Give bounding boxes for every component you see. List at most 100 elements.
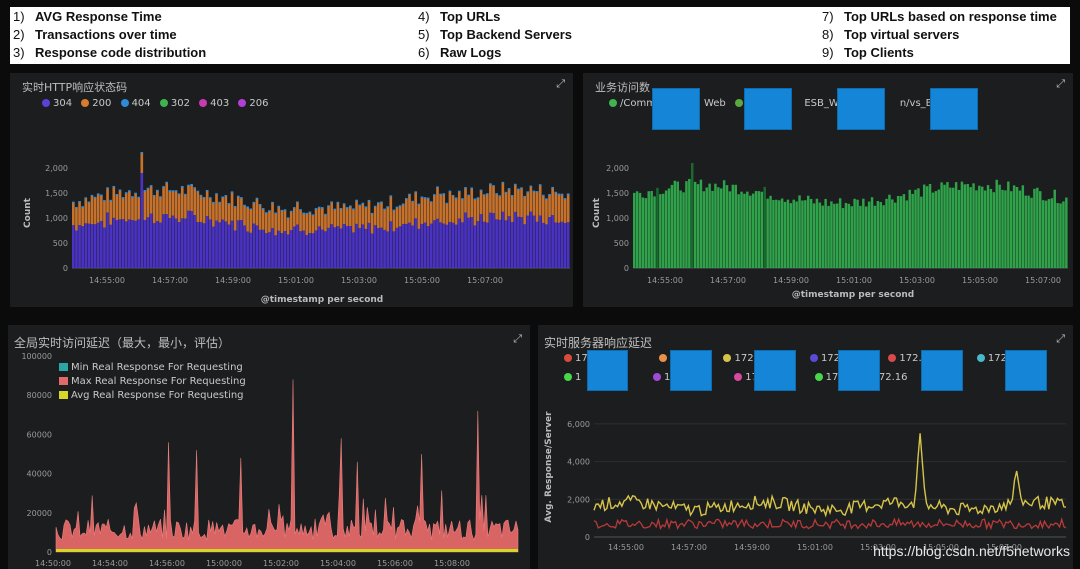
bar-304 — [93, 224, 97, 268]
bar-304 — [162, 214, 165, 268]
bar-404 — [81, 206, 84, 208]
bar-200 — [212, 202, 215, 227]
bar-200 — [162, 187, 165, 215]
bar-404 — [118, 189, 122, 191]
bar-304 — [156, 220, 159, 268]
bar-304 — [131, 220, 134, 268]
bar-visits — [879, 202, 882, 268]
bar-visits — [786, 199, 790, 268]
y-tick-label: 0 — [585, 533, 590, 542]
legend-item[interactable]: 172. — [723, 353, 757, 364]
bar-304 — [507, 216, 511, 268]
bar-visits — [899, 196, 903, 268]
bar-visits — [807, 195, 810, 268]
legend-dot-icon — [609, 99, 617, 107]
bar-404 — [311, 214, 315, 216]
legend-item[interactable]: 302 — [159, 98, 190, 109]
bar-404 — [305, 212, 309, 215]
legend-item[interactable]: Avg Real Response For Requesting — [59, 389, 246, 403]
expand-icon[interactable]: ⤢ — [513, 332, 522, 345]
bar-visits — [633, 192, 636, 268]
bar-200 — [504, 192, 508, 221]
expand-icon[interactable]: ⤢ — [1056, 77, 1065, 90]
bar-200 — [545, 199, 548, 225]
legend-dot-icon — [723, 354, 732, 362]
bar-visits — [653, 196, 656, 268]
bar-404 — [517, 188, 520, 191]
bar-304 — [296, 224, 299, 268]
bar-visits — [1033, 188, 1036, 268]
bar-304 — [389, 221, 393, 268]
bar-visits — [931, 192, 935, 268]
x-tick-label: 15:05:00 — [962, 276, 998, 285]
legend-item[interactable]: 404 — [120, 98, 151, 109]
bar-404 — [473, 198, 477, 200]
legend-item[interactable]: Max Real Response For Requesting — [59, 375, 246, 389]
bar-visits — [737, 194, 740, 268]
bar-visits — [673, 180, 677, 268]
bar-visits — [902, 194, 906, 268]
bar-304 — [492, 213, 495, 268]
bar-304 — [370, 233, 374, 268]
bar-200 — [563, 199, 567, 224]
legend-item[interactable]: 403 — [199, 98, 229, 109]
bar-404 — [115, 194, 119, 196]
bar-304 — [339, 228, 343, 268]
legend-item[interactable]: 304 — [42, 98, 72, 109]
bar-visits — [795, 201, 798, 268]
bar-200 — [302, 213, 305, 231]
legend-item[interactable]: n/vs_B2B_ — [899, 98, 951, 109]
bar-200 — [401, 204, 405, 225]
bar-visits — [760, 191, 764, 268]
y-tick-label: 2,000 — [45, 164, 68, 173]
chart-server-latency: 6,000 4,000 2,000 0 14:55:00 14:57:00 14:59:00… — [544, 411, 1067, 552]
bar-304 — [258, 229, 262, 268]
bar-304 — [118, 219, 122, 268]
bar-200 — [513, 184, 517, 212]
legend-dot-icon — [564, 354, 572, 362]
bar-304 — [554, 222, 558, 268]
bar-404 — [364, 206, 368, 208]
legend-item[interactable] — [659, 353, 670, 364]
redaction-box — [587, 350, 628, 391]
bar-visits — [937, 189, 940, 268]
legend-dot-icon — [42, 99, 50, 107]
bar-visits — [867, 201, 871, 268]
bar-404 — [355, 199, 358, 202]
expand-icon[interactable]: ⤢ — [1056, 332, 1065, 345]
bar-304 — [517, 216, 520, 268]
legend-item[interactable]: 172.1 — [976, 353, 1016, 364]
bar-404 — [208, 197, 212, 199]
bar-304 — [510, 222, 514, 268]
y-tick-label: 2,000 — [567, 495, 590, 504]
legend-item[interactable]: 172. — [809, 353, 843, 364]
bar-200 — [149, 186, 153, 214]
bar-304 — [442, 223, 446, 268]
bar-visits — [783, 201, 787, 268]
expand-icon[interactable]: ⤢ — [556, 77, 565, 90]
bar-404 — [159, 196, 162, 198]
bar-visits — [876, 201, 880, 268]
chart-global-latency: 100000 80000 60000 40000 20000 0 14:50:00 14:54… — [21, 352, 519, 568]
y-tick-label: 4,000 — [567, 458, 590, 467]
bar-visits — [757, 191, 761, 268]
bar-304 — [205, 216, 209, 268]
bar-200 — [137, 197, 141, 220]
bar-visits — [896, 195, 900, 268]
y-tick-label: 60000 — [27, 430, 52, 439]
legend-item[interactable]: 172. — [888, 353, 922, 364]
bar-304 — [286, 234, 290, 268]
legend-item[interactable]: /Comm Web — [609, 98, 726, 109]
bar-visits — [720, 188, 723, 268]
bar-304 — [448, 221, 452, 268]
legend-item[interactable]: Min Real Response For Requesting — [59, 361, 246, 375]
bar-200 — [106, 188, 109, 213]
legend-item[interactable]: 206 — [238, 98, 269, 109]
bar-304 — [171, 215, 175, 268]
bar-404 — [545, 198, 548, 200]
bar-404 — [526, 191, 530, 193]
legend-item[interactable]: 200 — [81, 98, 111, 109]
bar-200 — [476, 198, 480, 222]
bar-200 — [439, 194, 442, 223]
